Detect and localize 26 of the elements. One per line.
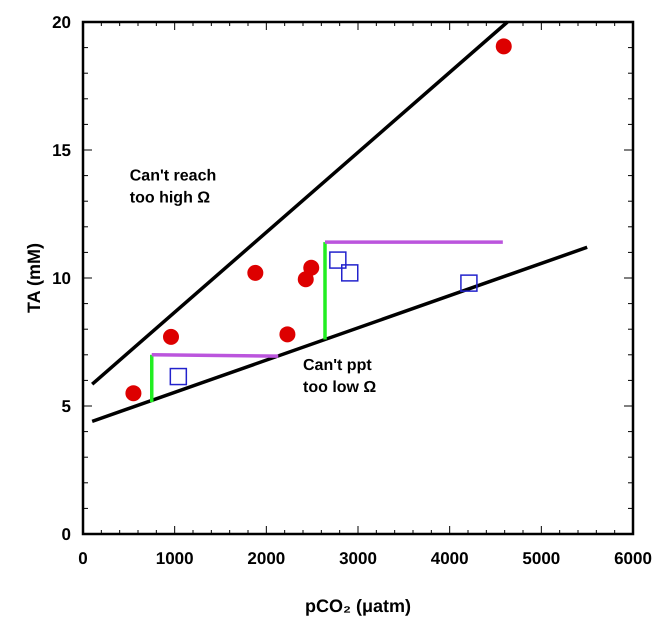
x-tick-label: 0 xyxy=(78,549,88,568)
x-tick-label: 6000 xyxy=(614,549,652,568)
point xyxy=(329,251,347,269)
x-tick-label: 3000 xyxy=(339,549,377,568)
x-tick-label: 5000 xyxy=(522,549,560,568)
x-tick-label: 4000 xyxy=(430,549,469,568)
x-tick-label: 2000 xyxy=(247,549,286,568)
point xyxy=(460,274,478,292)
point xyxy=(170,368,188,386)
point xyxy=(163,328,179,345)
point xyxy=(303,260,320,276)
x-tick-label: 1000 xyxy=(156,549,194,568)
annotation: Can't ppt too low Ω xyxy=(303,357,376,396)
y-tick-label: 20 xyxy=(52,12,71,32)
y-tick-label: 10 xyxy=(52,268,71,288)
x-axis-title: pCO₂ (μatm) xyxy=(304,596,412,616)
point xyxy=(341,264,358,282)
annotation: Can't reach too high Ω xyxy=(130,168,216,207)
point xyxy=(247,264,264,281)
y-tick-label: 0 xyxy=(62,524,71,544)
point xyxy=(125,385,142,402)
point xyxy=(279,326,296,342)
y-axis-title: TA (mM) xyxy=(24,243,44,313)
y-tick-label: 15 xyxy=(52,140,71,160)
point xyxy=(496,38,512,54)
y-tick-label: 5 xyxy=(62,396,71,416)
